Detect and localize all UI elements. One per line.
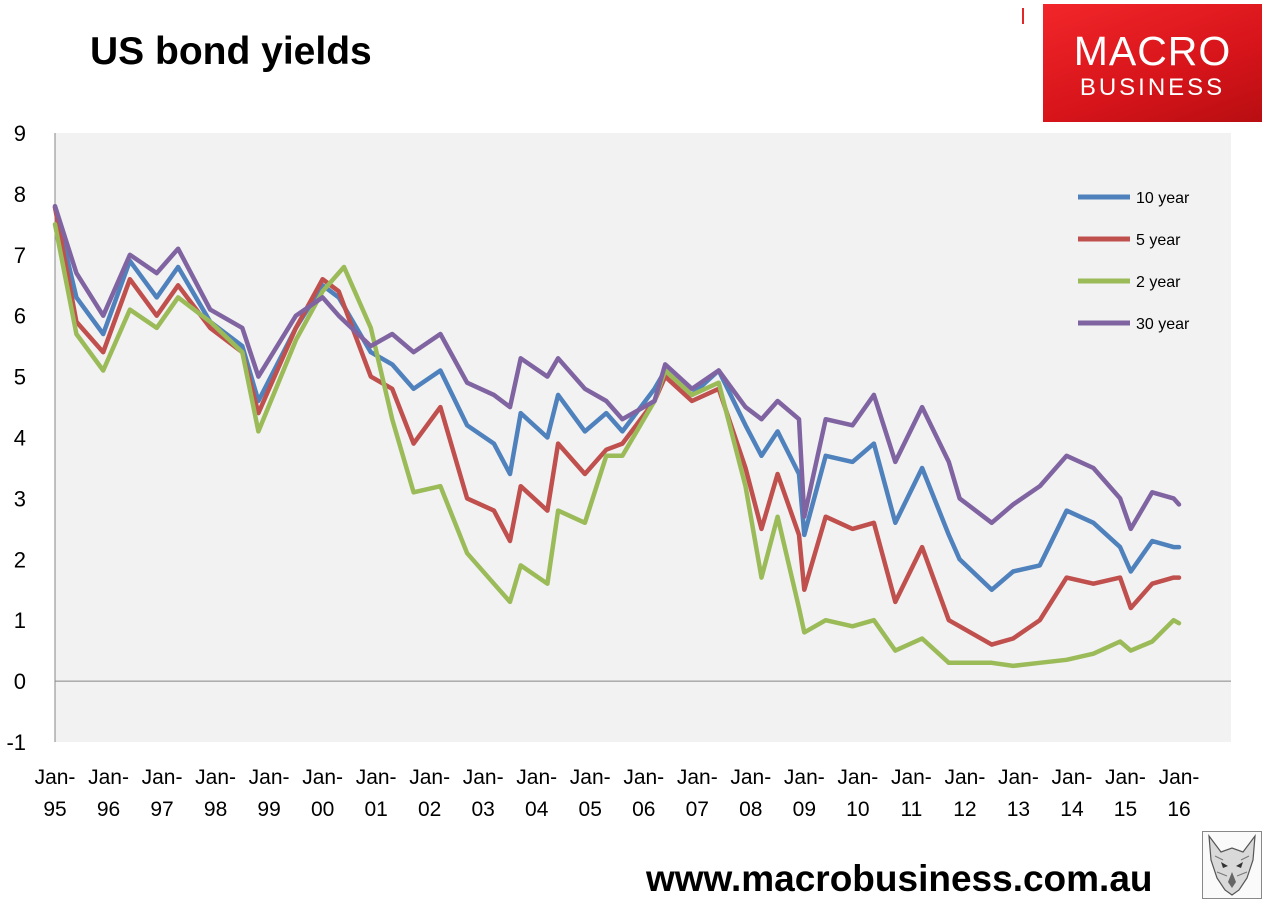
y-tick-label: 0 (14, 669, 26, 694)
macrobusiness-logo[interactable]: MACRO BUSINESS (1043, 4, 1262, 122)
y-tick-label: 2 (14, 547, 26, 572)
x-tick-label: Jan- (891, 766, 932, 789)
x-tick-label: 13 (1007, 798, 1030, 821)
x-tick-label: 07 (686, 798, 709, 821)
logo-accent-mark (1022, 8, 1024, 24)
logo-line-2: BUSINESS (1079, 74, 1226, 101)
x-tick-label: Jan- (784, 766, 825, 789)
x-tick-label: Jan- (944, 766, 985, 789)
logo-line-1: MACRO (1073, 28, 1232, 74)
x-tick-label: Jan- (837, 766, 878, 789)
x-tick-label: 10 (846, 798, 869, 821)
x-tick-label: 12 (953, 798, 976, 821)
y-tick-label: 8 (14, 182, 26, 207)
x-tick-label: 06 (632, 798, 655, 821)
y-tick-label: 9 (14, 121, 26, 146)
x-tick-label: 00 (311, 798, 334, 821)
legend-label: 5 year (1136, 232, 1181, 249)
legend-label: 10 year (1136, 190, 1190, 207)
y-tick-label: 1 (14, 608, 26, 633)
x-tick-label: 09 (793, 798, 816, 821)
x-tick-label: 16 (1167, 798, 1190, 821)
x-tick-label: 95 (43, 798, 66, 821)
x-tick-label: 03 (472, 798, 495, 821)
x-tick-label: Jan- (302, 766, 343, 789)
legend-label: 30 year (1136, 316, 1190, 333)
x-tick-label: 05 (579, 798, 602, 821)
plot-area (55, 133, 1231, 742)
x-tick-label: Jan- (998, 766, 1039, 789)
x-tick-label: 96 (97, 798, 120, 821)
y-tick-label: 7 (14, 243, 26, 268)
x-tick-label: Jan- (195, 766, 236, 789)
x-tick-label: 11 (900, 798, 922, 821)
y-tick-label: -1 (6, 730, 26, 755)
x-tick-label: Jan- (1159, 766, 1200, 789)
x-tick-label: 04 (525, 798, 549, 821)
x-tick-label: Jan- (623, 766, 664, 789)
page-title: US bond yields (90, 30, 372, 73)
x-tick-label: 97 (150, 798, 173, 821)
x-tick-label: Jan- (463, 766, 504, 789)
y-tick-label: 4 (14, 426, 26, 451)
x-tick-label: 08 (739, 798, 762, 821)
y-tick-label: 6 (14, 304, 26, 329)
x-tick-label: Jan- (1105, 766, 1146, 789)
x-axis: Jan- 95 Jan- 96 Jan- 97 Jan- 98 Jan- 99 Jan- 00 Jan-… (35, 766, 1200, 821)
x-tick-label: Jan- (1052, 766, 1093, 789)
x-tick-label: Jan- (730, 766, 771, 789)
x-tick-label: Jan- (516, 766, 557, 789)
x-tick-label: Jan- (142, 766, 183, 789)
x-tick-label: Jan- (570, 766, 611, 789)
y-tick-label: 5 (14, 365, 26, 390)
x-tick-label: 99 (257, 798, 280, 821)
x-tick-label: 14 (1060, 798, 1084, 821)
y-axis: -1 0 1 2 3 4 5 6 7 8 9 (6, 121, 26, 755)
series-line-10-year (52, 205, 1182, 593)
legend: 10 year 5 year 2 year 30 year (1078, 190, 1190, 333)
x-tick-label: 01 (364, 798, 387, 821)
x-tick-label: 15 (1114, 798, 1137, 821)
x-tick-label: Jan- (35, 766, 76, 789)
x-tick-label: Jan- (88, 766, 129, 789)
x-tick-label: Jan- (409, 766, 450, 789)
x-tick-label: Jan- (677, 766, 718, 789)
x-tick-label: 02 (418, 798, 441, 821)
x-tick-label: 98 (204, 798, 227, 821)
website-url[interactable]: www.macrobusiness.com.au (646, 858, 1153, 899)
legend-label: 2 year (1136, 274, 1181, 291)
series-line-30-year (52, 203, 1182, 532)
x-tick-label: Jan- (249, 766, 290, 789)
wolf-icon (1202, 831, 1262, 899)
x-tick-label: Jan- (356, 766, 397, 789)
y-tick-label: 3 (14, 486, 26, 511)
series-lines (52, 203, 1182, 669)
